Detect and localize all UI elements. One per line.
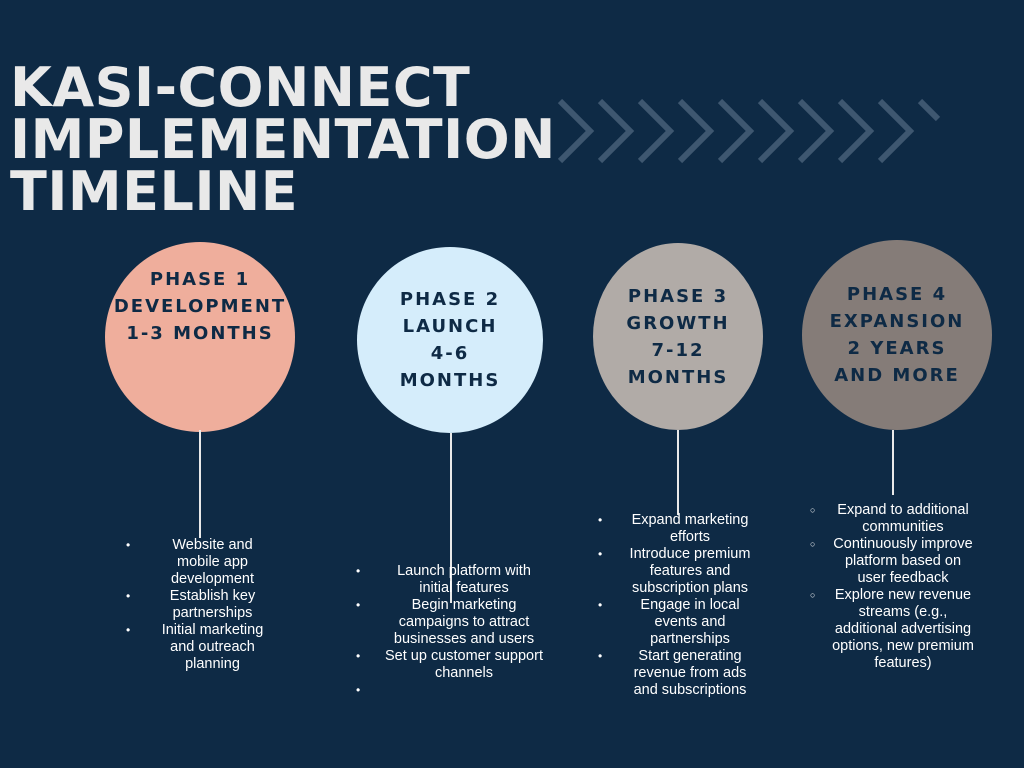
phase-1-label: PHASE 1 — [149, 269, 251, 290]
phase-1-circle: PHASE 1 DEVELOPMENT 1-3 MONTHS — [105, 242, 295, 432]
phase-3-connector — [677, 430, 679, 515]
chevron-right-icon — [677, 98, 715, 164]
phase-3-tasks: Expand marketing efforts Introduce premi… — [598, 512, 758, 699]
list-item: Establish key partnerships — [126, 588, 275, 622]
phase-2-duration-unit: MONTHS — [399, 370, 501, 391]
list-item: Begin marketing campaigns to attract bus… — [356, 597, 548, 648]
phase-1-connector — [199, 430, 201, 538]
phase-1-duration: 1-3 MONTHS — [126, 323, 274, 344]
phase-1-name: DEVELOPMENT — [113, 296, 287, 317]
phase-2-label: PHASE 2 — [399, 289, 501, 310]
list-item: Expand to additional communities — [810, 502, 974, 536]
phase-4-duration: 2 YEARS — [847, 338, 947, 359]
phase-2-name: LAUNCH — [402, 316, 498, 337]
page-title: KASI-CONNECT IMPLEMENTATION TIMELINE — [10, 56, 556, 223]
list-item: Launch platform with initial features — [356, 563, 548, 597]
list-item: Expand marketing efforts — [598, 512, 758, 546]
phase-2-connector — [450, 433, 452, 603]
phase-4-connector — [892, 430, 894, 495]
phase-3-duration-unit: MONTHS — [627, 366, 729, 388]
list-item: Website and mobile app development — [126, 537, 275, 588]
list-item: Introduce premium features and subscript… — [598, 546, 758, 597]
list-item: Engage in local events and partnerships — [598, 597, 758, 648]
chevron-right-icon — [837, 98, 875, 164]
phase-2-duration: 4-6 — [430, 343, 470, 364]
chevron-arrows-decoration — [557, 98, 941, 164]
list-item: Continuously improve platform based on u… — [810, 536, 974, 587]
list-item: Explore new revenue streams (e.g., addit… — [810, 587, 974, 672]
phase-4-name: EXPANSION — [829, 311, 965, 332]
phase-1-tasks: Website and mobile app development Estab… — [126, 537, 275, 673]
title-line-1: KASI-CONNECT — [10, 56, 471, 119]
title-line-3: TIMELINE — [10, 160, 299, 223]
phase-3-circle: PHASE 3 GROWTH 7-12 MONTHS — [593, 243, 763, 430]
phase-4-duration-unit: AND MORE — [834, 365, 960, 386]
chevron-fragment-icon — [917, 98, 941, 122]
chevron-right-icon — [637, 98, 675, 164]
list-item: Set up customer support channels — [356, 648, 548, 682]
phase-3-label: PHASE 3 — [627, 285, 729, 307]
phase-3-duration: 7-12 — [651, 339, 705, 361]
list-item — [356, 682, 548, 699]
phase-4-tasks: Expand to additional communities Continu… — [810, 502, 974, 672]
chevron-right-icon — [717, 98, 755, 164]
phase-3-name: GROWTH — [626, 312, 730, 334]
title-line-2: IMPLEMENTATION — [10, 108, 556, 171]
chevron-right-icon — [877, 98, 915, 164]
phase-2-tasks: Launch platform with initial features Be… — [356, 563, 548, 699]
phase-4-label: PHASE 4 — [846, 284, 948, 305]
chevron-right-icon — [757, 98, 795, 164]
list-item: Initial marketing and outreach planning — [126, 622, 275, 673]
list-item: Start generating revenue from ads and su… — [598, 648, 758, 699]
phase-4-circle: PHASE 4 EXPANSION 2 YEARS AND MORE — [802, 240, 992, 430]
chevron-right-icon — [597, 98, 635, 164]
chevron-right-icon — [797, 98, 835, 164]
phase-2-circle: PHASE 2 LAUNCH 4-6 MONTHS — [357, 247, 543, 433]
chevron-right-icon — [557, 98, 595, 164]
